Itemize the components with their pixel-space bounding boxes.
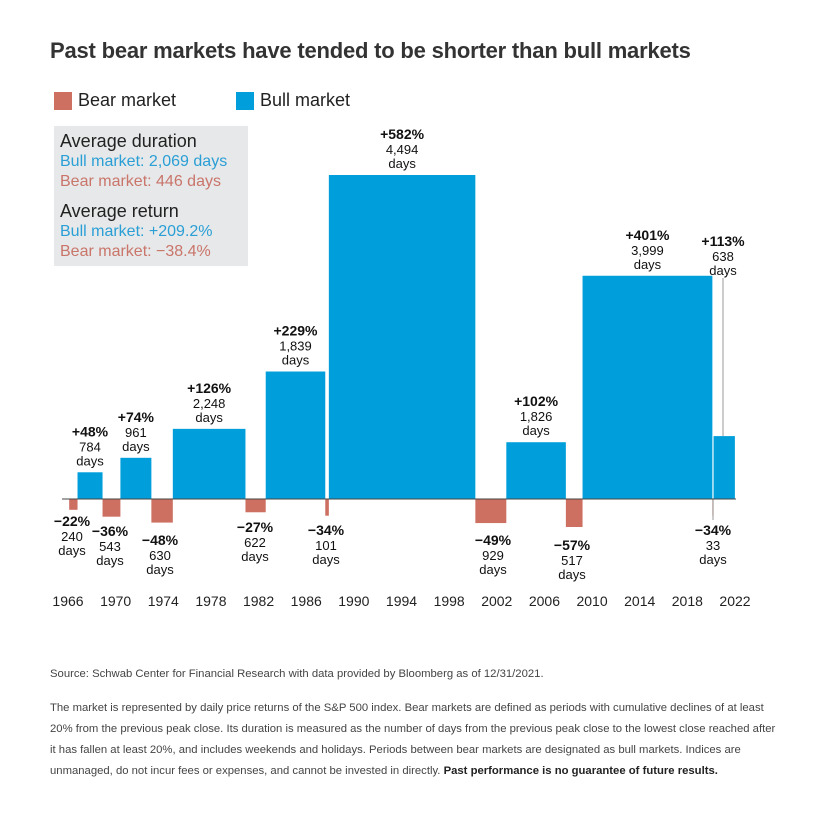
- bull-days-unit: days: [195, 410, 223, 425]
- performance-disclaimer: Past performance is no guarantee of futu…: [443, 765, 718, 777]
- bull-days-unit: days: [634, 257, 662, 272]
- bull-days-label: 1,839: [279, 339, 312, 354]
- bear-return-label: −22%: [54, 513, 91, 529]
- bear-return-label: −27%: [237, 519, 274, 535]
- x-tick-label: 1998: [434, 593, 465, 609]
- return-bull: Bull market: +209.2%: [60, 223, 213, 240]
- x-tick-label: 1990: [338, 593, 369, 609]
- bull-bar: [265, 371, 326, 499]
- bull-days-label: 1,826: [520, 409, 553, 424]
- bear-days-unit: days: [58, 543, 86, 558]
- bear-bar: [151, 499, 173, 523]
- bear-return-label: −34%: [695, 522, 732, 538]
- bull-return-label: +113%: [701, 233, 745, 249]
- x-tick-label: 2018: [672, 593, 703, 609]
- legend-bull-label: Bull market: [260, 90, 351, 110]
- bear-bar: [475, 499, 507, 524]
- bear-days-label: 543: [99, 539, 121, 554]
- x-tick-label: 2002: [481, 593, 512, 609]
- averages-box: Average duration Bull market: 2,069 days…: [54, 126, 248, 266]
- bull-return-label: +229%: [274, 323, 319, 339]
- bear-days-unit: days: [699, 552, 727, 567]
- duration-heading: Average duration: [60, 131, 197, 151]
- x-tick-label: 1982: [243, 593, 274, 609]
- bear-days-unit: days: [558, 567, 586, 582]
- legend-bull: Bull market: [236, 90, 350, 111]
- bear-bar: [102, 499, 121, 517]
- bear-days-unit: days: [312, 552, 340, 567]
- bull-bar: [77, 472, 103, 499]
- bull-bar: [120, 457, 152, 499]
- x-tick-label: 1974: [148, 593, 179, 609]
- bull-days-unit: days: [76, 453, 104, 468]
- bull-days-label: 2,248: [193, 396, 226, 411]
- duration-bear: Bear market: 446 days: [60, 173, 221, 190]
- x-tick-label: 1978: [195, 593, 226, 609]
- bear-return-label: −34%: [308, 522, 345, 538]
- bull-days-unit: days: [122, 439, 150, 454]
- bull-return-label: +74%: [118, 409, 155, 425]
- source-note: Source: Schwab Center for Financial Rese…: [50, 668, 544, 680]
- bear-days-label: 929: [482, 548, 504, 563]
- bull-return-label: +102%: [514, 393, 559, 409]
- x-tick-label: 2010: [576, 593, 607, 609]
- bull-bar: [713, 436, 735, 499]
- bull-days-unit: days: [282, 353, 310, 368]
- x-tick-label: 1970: [100, 593, 131, 609]
- bull-days-label: 638: [712, 249, 734, 264]
- bear-days-label: 517: [561, 553, 583, 568]
- x-tick-label: 1986: [291, 593, 322, 609]
- x-tick-label: 2006: [529, 593, 560, 609]
- x-tick-label: 1966: [52, 593, 83, 609]
- bull-bar: [582, 275, 713, 499]
- bear-bar: [325, 499, 329, 516]
- bull-days-label: 4,494: [386, 142, 419, 157]
- legend-bear: Bear market: [54, 90, 176, 111]
- x-tick-label: 2022: [719, 593, 750, 609]
- bull-days-unit: days: [709, 263, 737, 278]
- bull-return-label: +401%: [625, 227, 670, 243]
- bear-days-unit: days: [96, 553, 124, 568]
- methodology-note: The market is represented by daily price…: [50, 698, 776, 782]
- bar-chart: +48%784days+74%961days+126%2,248days+229…: [52, 126, 750, 609]
- bear-days-unit: days: [146, 562, 174, 577]
- bull-bar: [172, 428, 246, 499]
- bear-days-label: 622: [244, 535, 266, 550]
- bull-days-unit: days: [388, 156, 416, 171]
- bear-return-label: −36%: [92, 523, 129, 539]
- bull-days-label: 961: [125, 425, 147, 440]
- bear-return-label: −57%: [554, 537, 591, 553]
- bear-days-unit: days: [479, 562, 507, 577]
- legend-bear-label: Bear market: [78, 90, 177, 110]
- methodology-text: The market is represented by daily price…: [50, 702, 776, 777]
- bear-swatch: [54, 91, 72, 110]
- bull-return-label: +48%: [72, 423, 109, 439]
- bull-bar: [328, 175, 476, 499]
- bear-days-label: 240: [61, 529, 83, 544]
- bear-days-label: 630: [149, 548, 171, 563]
- bear-bar: [565, 499, 583, 527]
- bear-days-unit: days: [241, 549, 269, 564]
- bear-return-label: −48%: [142, 532, 179, 548]
- bull-return-label: +126%: [187, 380, 232, 396]
- bull-swatch: [236, 91, 254, 110]
- bull-days-label: 3,999: [631, 243, 664, 258]
- return-heading: Average return: [60, 201, 179, 221]
- duration-bull: Bull market: 2,069 days: [60, 153, 228, 170]
- bear-bar: [69, 499, 78, 510]
- bull-return-label: +582%: [380, 126, 425, 142]
- bull-bar: [506, 442, 566, 499]
- bear-return-label: −49%: [475, 532, 512, 548]
- bear-days-label: 33: [706, 538, 720, 553]
- bear-days-label: 101: [315, 538, 337, 553]
- bull-days-label: 784: [79, 439, 101, 454]
- bull-days-unit: days: [522, 423, 550, 438]
- x-tick-label: 2014: [624, 593, 655, 609]
- return-bear: Bear market: −38.4%: [60, 243, 211, 260]
- bear-bar: [245, 499, 266, 513]
- chart-title: Past bear markets have tended to be shor…: [50, 38, 691, 63]
- x-tick-label: 1994: [386, 593, 417, 609]
